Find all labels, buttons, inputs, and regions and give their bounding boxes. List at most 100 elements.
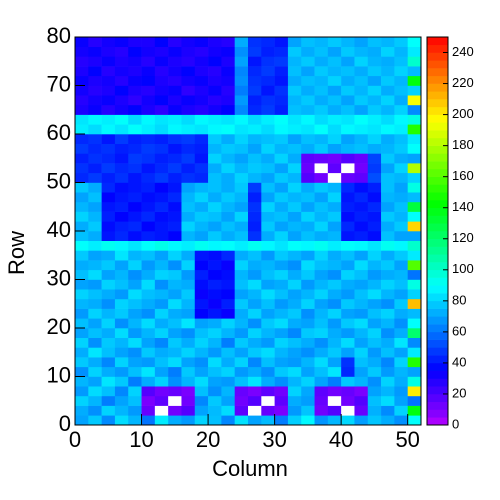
cell [141, 201, 156, 212]
cell [154, 66, 169, 77]
cell [154, 95, 169, 106]
cell [181, 163, 196, 174]
color-bar-step [427, 324, 448, 333]
cell [181, 298, 196, 309]
color-bar-step [427, 91, 448, 100]
cell [367, 357, 382, 368]
cell [314, 56, 329, 67]
cell [88, 95, 102, 106]
cell [75, 172, 89, 183]
cell [234, 318, 249, 329]
cell [128, 46, 142, 57]
cell [181, 386, 196, 397]
cell [367, 298, 382, 309]
cell [221, 182, 235, 193]
y-tick-label: 80 [47, 23, 71, 48]
cell [141, 289, 156, 300]
cell [274, 221, 289, 232]
cell [181, 124, 196, 135]
cell [154, 37, 169, 47]
cell [88, 221, 102, 232]
cell [314, 395, 329, 406]
cell [327, 357, 342, 368]
cell [75, 337, 89, 348]
cell [194, 250, 209, 261]
cell [341, 298, 355, 309]
cell [208, 95, 222, 106]
cell [381, 143, 395, 154]
cell [101, 366, 116, 377]
cell [194, 298, 209, 309]
cell [234, 46, 249, 57]
cell [261, 66, 275, 77]
x-tick-label: 40 [329, 427, 353, 452]
cell [141, 337, 156, 348]
cell [287, 328, 302, 338]
cell [194, 153, 209, 164]
cell [154, 182, 169, 193]
cell [168, 46, 182, 57]
cell [114, 415, 129, 426]
cell [327, 395, 342, 406]
cell [101, 289, 116, 300]
cell [88, 328, 102, 338]
cell [327, 328, 342, 338]
cell [248, 395, 262, 406]
cell [394, 211, 408, 222]
cell [154, 279, 169, 290]
cell [301, 395, 315, 406]
cell [367, 114, 382, 125]
cell [141, 366, 156, 377]
cell [381, 66, 395, 77]
cell [341, 66, 355, 77]
cell [75, 95, 89, 106]
cell [221, 46, 235, 57]
cell [407, 347, 422, 358]
cell [327, 279, 342, 290]
cell [234, 163, 249, 174]
cell [75, 415, 89, 426]
cell [168, 201, 182, 212]
cell [261, 308, 275, 319]
cell [168, 357, 182, 368]
cell [88, 192, 102, 203]
cell [381, 114, 395, 125]
cell [168, 75, 182, 86]
z-tick-label: 120 [452, 230, 474, 245]
cell [208, 260, 222, 271]
color-bar-step [427, 308, 448, 317]
cell [394, 328, 408, 338]
cell [234, 37, 249, 47]
cell [208, 182, 222, 193]
cell [274, 405, 289, 416]
cell [381, 37, 395, 47]
cell [128, 260, 142, 271]
cell [168, 337, 182, 348]
cell [248, 211, 262, 222]
cell [208, 357, 222, 368]
cell [314, 85, 329, 96]
cell [381, 415, 395, 426]
cell [341, 46, 355, 57]
cell [394, 405, 408, 416]
cell [314, 124, 329, 135]
cell [128, 366, 142, 377]
cell [407, 75, 422, 86]
cell [354, 250, 369, 261]
cell [114, 56, 129, 67]
cell [168, 231, 182, 241]
cell [394, 143, 408, 154]
cell [101, 95, 116, 106]
cell [314, 366, 329, 377]
cell [261, 347, 275, 358]
color-bar-step [427, 207, 448, 216]
cell [407, 337, 422, 348]
cell [287, 66, 302, 77]
cell [287, 163, 302, 174]
cell [301, 260, 315, 271]
z-tick-label: 20 [452, 385, 466, 400]
color-bar-step [427, 60, 448, 69]
cell [301, 240, 315, 251]
cell [154, 318, 169, 329]
cell [88, 357, 102, 368]
